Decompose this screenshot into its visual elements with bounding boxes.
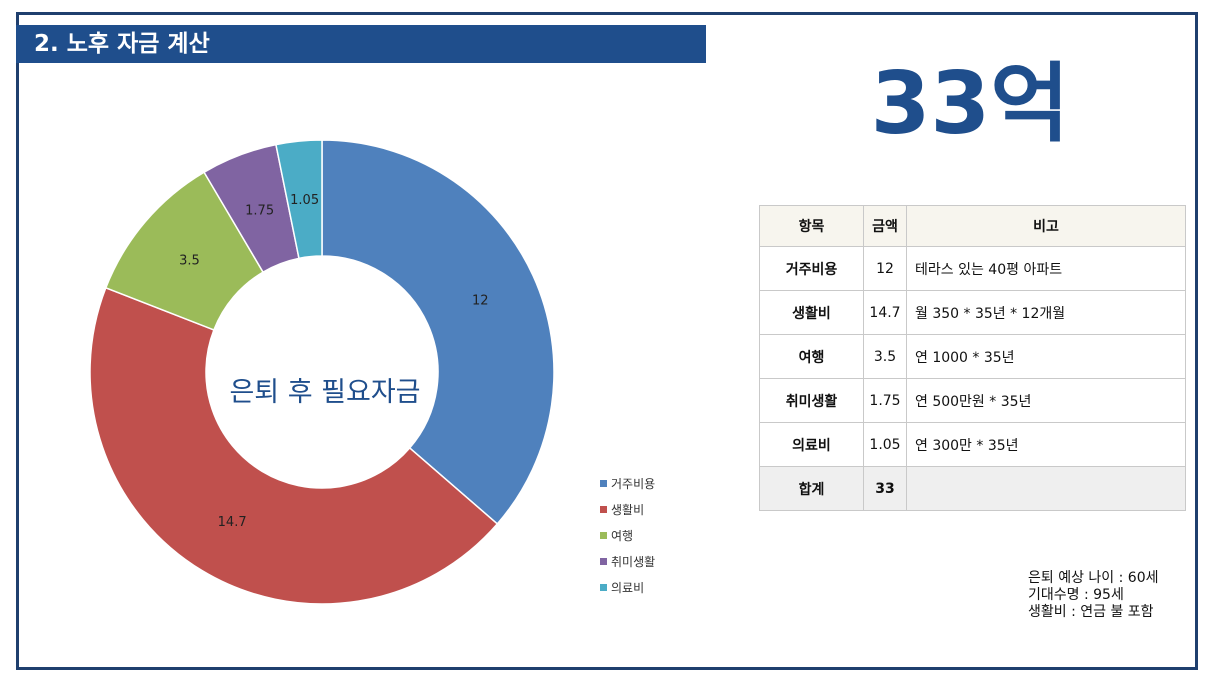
donut-slice-2	[89, 286, 499, 605]
row-note: 테라스 있는 40평 아파트	[906, 246, 1186, 291]
row-item: 의료비	[759, 422, 864, 467]
total-note	[906, 466, 1186, 511]
slice-data-label: 1.75	[245, 204, 274, 219]
table-row: 여행 3.5 연 1000 * 35년	[759, 334, 1186, 379]
slice-data-label: 14.7	[218, 515, 247, 530]
expense-table: 항목 금액 비고 거주비용 12 테라스 있는 40평 아파트 생활비 14.7…	[759, 205, 1186, 511]
note-retirement-age: 은퇴 예상 나이 : 60세	[1028, 570, 1159, 586]
row-amount: 1.75	[863, 378, 907, 423]
row-item: 거주비용	[759, 246, 864, 291]
table-row: 거주비용 12 테라스 있는 40평 아파트	[759, 246, 1186, 291]
legend-label: 거주비용	[611, 476, 656, 491]
row-note: 연 300만 * 35년	[906, 422, 1186, 467]
legend-item: 거주비용	[600, 470, 655, 496]
row-amount: 3.5	[863, 334, 907, 379]
table-header-row: 항목 금액 비고	[759, 205, 1186, 247]
legend-label: 생활비	[611, 502, 645, 517]
table-total-row: 합계 33	[759, 466, 1186, 511]
row-item: 취미생활	[759, 378, 864, 423]
row-amount: 1.05	[863, 422, 907, 467]
slice-data-label: 3.5	[179, 253, 200, 268]
total-amount-cell: 33	[863, 466, 907, 511]
header-note: 비고	[906, 205, 1186, 247]
section-header: 2. 노후 자금 계산	[16, 25, 706, 63]
table-row: 생활비 14.7 월 350 * 35년 * 12개월	[759, 290, 1186, 335]
legend-label: 의료비	[611, 580, 645, 595]
row-amount: 12	[863, 246, 907, 291]
table-row: 취미생활 1.75 연 500만원 * 35년	[759, 378, 1186, 423]
slice-data-label: 12	[472, 294, 489, 309]
total-amount: 33억	[870, 54, 1070, 154]
header-amount: 금액	[863, 205, 907, 247]
row-amount: 14.7	[863, 290, 907, 335]
donut-slice-5	[275, 139, 323, 260]
assumption-notes: 은퇴 예상 나이 : 60세 기대수명 : 95세 생활비 : 연금 불 포함	[1028, 570, 1159, 621]
legend-swatch	[600, 505, 607, 513]
row-note: 월 350 * 35년 * 12개월	[906, 290, 1186, 335]
legend-item: 여행	[600, 522, 655, 548]
row-note: 연 500만원 * 35년	[906, 378, 1186, 423]
legend-label: 여행	[611, 528, 634, 543]
legend-label: 취미생활	[611, 554, 656, 569]
note-living-cost: 생활비 : 연금 불 포함	[1028, 604, 1154, 620]
slide-frame	[16, 12, 1198, 670]
legend-swatch	[600, 479, 607, 487]
table-row: 의료비 1.05 연 300만 * 35년	[759, 422, 1186, 467]
note-life-expectancy: 기대수명 : 95세	[1028, 587, 1124, 603]
legend-item: 생활비	[600, 496, 655, 522]
legend-swatch	[600, 531, 607, 539]
donut-slice-1	[321, 139, 555, 525]
legend-item: 취미생활	[600, 548, 655, 574]
legend-swatch	[600, 583, 607, 591]
donut-center-label: 은퇴 후 필요자금	[229, 377, 421, 408]
total-item: 합계	[759, 466, 864, 511]
slice-data-label: 1.05	[290, 193, 319, 208]
row-item: 생활비	[759, 290, 864, 335]
legend-item: 의료비	[600, 574, 655, 600]
row-item: 여행	[759, 334, 864, 379]
header-item: 항목	[759, 205, 864, 247]
row-note: 연 1000 * 35년	[906, 334, 1186, 379]
legend-swatch	[600, 557, 607, 565]
section-title: 2. 노후 자금 계산	[34, 31, 210, 57]
